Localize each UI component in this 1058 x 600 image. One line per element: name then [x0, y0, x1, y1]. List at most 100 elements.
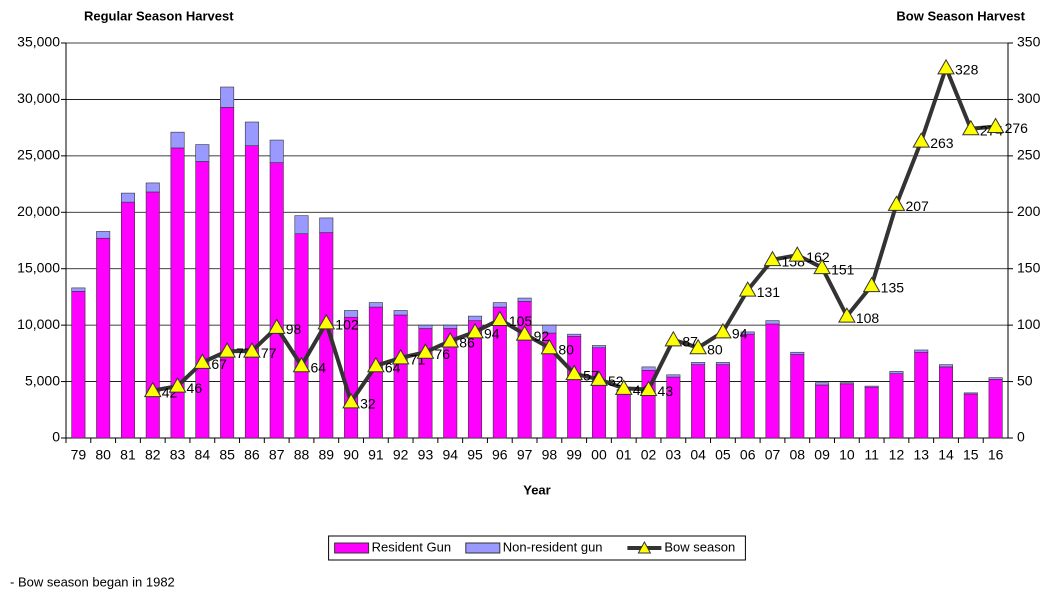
marker: [887, 195, 906, 211]
bar: [120, 201, 135, 439]
x-tick-label: 82: [145, 447, 161, 463]
legend-box: [328, 535, 746, 561]
data-label: 77: [261, 345, 277, 361]
marker: [961, 119, 980, 136]
data-label: 64: [311, 359, 327, 375]
marker: [243, 342, 261, 358]
y-tick-label: 5,000: [25, 372, 60, 388]
y2-tick-label: 150: [1017, 259, 1041, 275]
x-tick-label: 81: [120, 447, 136, 463]
bar: [269, 162, 284, 439]
x-tick-label: 12: [889, 447, 905, 463]
bar: [244, 145, 259, 439]
bar: [393, 314, 408, 439]
bar: [914, 351, 929, 439]
data-label: 102: [335, 317, 359, 333]
x-tick-label: 06: [740, 447, 756, 463]
marker: [416, 343, 435, 359]
data-label: 207: [905, 198, 929, 214]
x-tick-label: 98: [542, 447, 558, 463]
y-tick-label: 20,000: [17, 203, 60, 219]
marker: [218, 342, 236, 358]
y-tick-label: 10,000: [17, 316, 60, 332]
bar: [145, 191, 160, 439]
bar: [839, 382, 854, 385]
data-label: 328: [955, 62, 979, 78]
legend-marker: [637, 540, 652, 554]
bar: [815, 384, 830, 439]
bar: [715, 362, 730, 365]
bar: [963, 392, 978, 395]
marker: [614, 379, 633, 395]
bar: [517, 297, 532, 302]
x-tick-label: 89: [319, 447, 335, 463]
bar: [988, 377, 1003, 380]
bar: [740, 331, 755, 335]
x-tick-label: 13: [913, 447, 929, 463]
marker: [143, 381, 162, 398]
x-tick-label: 92: [393, 447, 409, 463]
bar: [220, 86, 235, 108]
marker: [515, 325, 534, 341]
bar: [96, 231, 111, 239]
x-tick-label: 96: [492, 447, 508, 463]
bar: [616, 390, 631, 439]
data-label: 32: [360, 396, 376, 412]
x-tick-label: 99: [566, 447, 582, 463]
y2-tick-label: 200: [1017, 203, 1041, 219]
x-tick-label: 83: [170, 447, 186, 463]
bar: [294, 215, 309, 235]
x-tick-label: 90: [343, 447, 359, 463]
data-label: 162: [806, 249, 830, 265]
legend-swatch: [465, 542, 501, 554]
bar: [839, 383, 854, 439]
x-tick-label: 14: [938, 447, 954, 463]
data-label: 105: [509, 313, 533, 329]
marker: [639, 380, 658, 396]
bar: [492, 302, 507, 308]
marker: [912, 132, 931, 148]
bar: [195, 161, 210, 439]
y2-tick-label: 250: [1017, 147, 1041, 163]
bar: [96, 237, 111, 439]
bar: [790, 354, 805, 439]
legend-label: Resident Gun: [372, 539, 452, 554]
marker: [490, 310, 509, 326]
y2-axis-title: Bow Season Harvest: [896, 8, 1025, 23]
legend-label: Bow season: [664, 539, 735, 554]
y-tick-label: 0: [52, 429, 60, 445]
x-tick-label: 93: [418, 447, 434, 463]
x-tick-label: 09: [814, 447, 830, 463]
note: - Bow season began in 1982: [10, 574, 175, 589]
marker: [267, 318, 286, 334]
bar: [269, 139, 284, 163]
data-label: 263: [930, 135, 954, 151]
x-tick-label: 00: [591, 447, 607, 463]
y2-tick-label: 300: [1017, 90, 1041, 106]
x-tick-label: 01: [616, 447, 632, 463]
marker: [193, 353, 212, 369]
bar: [790, 351, 805, 355]
bar: [71, 287, 86, 292]
data-label: 67: [211, 356, 227, 372]
marker: [813, 258, 831, 275]
bar: [715, 364, 730, 439]
x-tick-label: 85: [219, 447, 235, 463]
bar: [443, 324, 458, 329]
x-tick-label: 05: [715, 447, 731, 463]
bar: [591, 345, 606, 349]
data-label: 131: [757, 284, 781, 300]
data-label: 92: [534, 328, 550, 344]
marker: [391, 348, 410, 365]
marker: [788, 246, 807, 262]
marker: [342, 392, 360, 409]
bar: [765, 323, 780, 439]
bar: [145, 182, 160, 193]
bar: [864, 386, 879, 439]
bar: [344, 316, 359, 439]
x-tick-label: 84: [195, 447, 211, 463]
marker: [937, 58, 955, 75]
x-tick-label: 03: [666, 447, 682, 463]
x-tick-label: 15: [963, 447, 979, 463]
data-label: 80: [707, 341, 723, 357]
